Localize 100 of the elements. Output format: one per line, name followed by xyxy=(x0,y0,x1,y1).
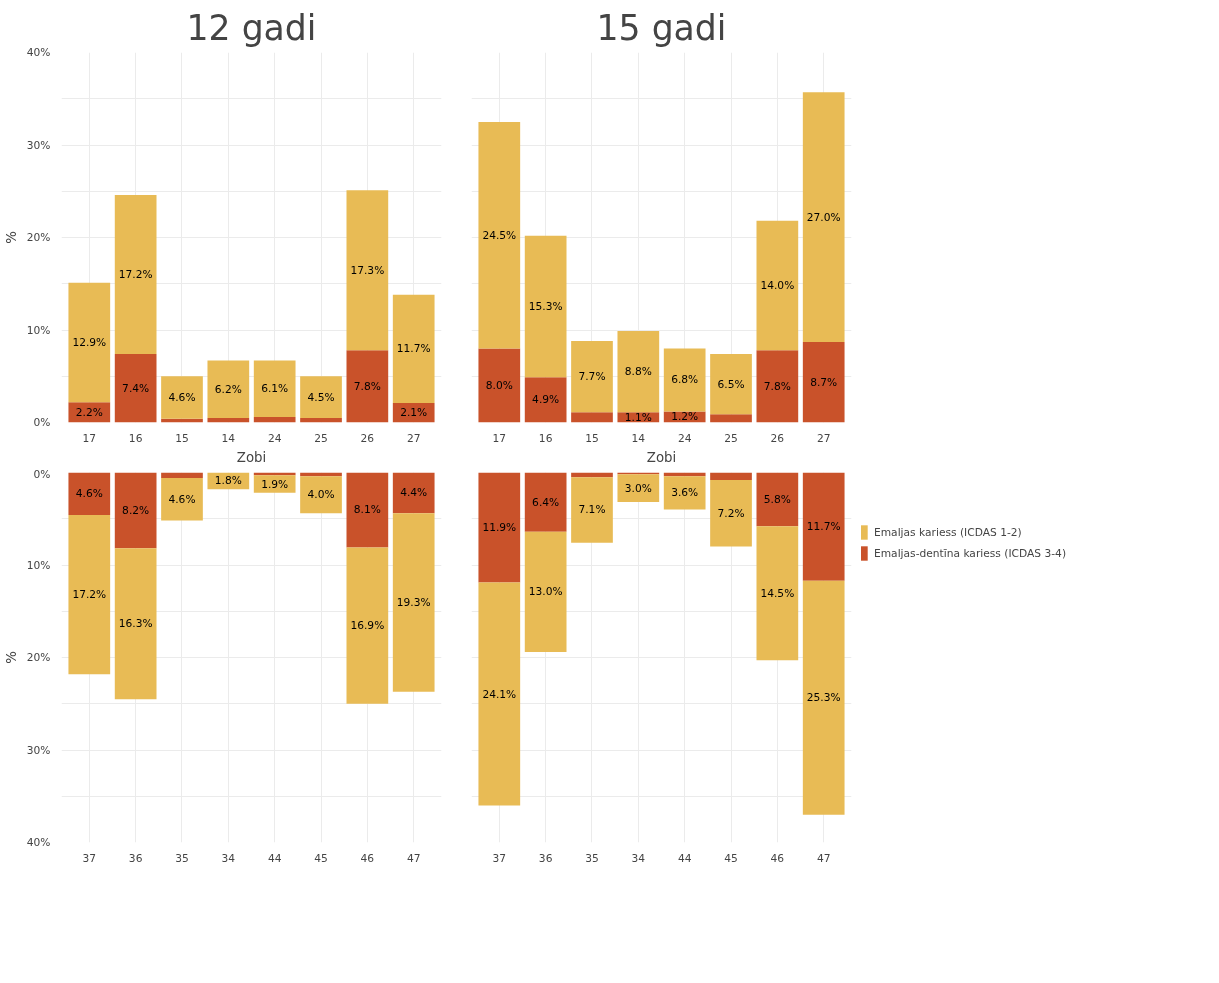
bar xyxy=(161,376,203,419)
bar xyxy=(114,548,157,700)
x-tick-label: 26 xyxy=(770,431,785,445)
bar xyxy=(161,478,203,521)
x-tick-label: 14 xyxy=(631,431,646,445)
bar xyxy=(478,121,521,349)
y-tick-label: 40% xyxy=(26,46,51,59)
x-tick-label: 26 xyxy=(360,431,375,445)
data-label: 1.9% xyxy=(261,477,289,491)
data-label: 8.2% xyxy=(122,503,150,517)
bar xyxy=(68,282,111,403)
bar xyxy=(253,360,296,417)
x-tick-label: 35 xyxy=(585,851,599,865)
x-tick-label: 37 xyxy=(82,851,97,865)
x-tick-label: 35 xyxy=(175,851,189,865)
bar xyxy=(802,580,845,815)
data-label: 4.6% xyxy=(168,492,196,506)
data-label: 11.7% xyxy=(396,342,431,356)
x-tick-label: 27 xyxy=(816,431,831,445)
bar xyxy=(710,472,752,480)
data-label: 11.7% xyxy=(806,520,841,534)
chart-title: 15 gadi xyxy=(596,7,727,48)
bar xyxy=(756,472,799,527)
y-tick-label: 10% xyxy=(26,323,51,337)
y-tick-label: 40% xyxy=(26,836,51,849)
x-tick-label: 46 xyxy=(360,851,375,865)
bar xyxy=(802,472,845,581)
bar xyxy=(161,472,203,479)
bar xyxy=(478,582,521,806)
data-label: 17.2% xyxy=(118,268,153,281)
x-tick-label: 15 xyxy=(175,431,189,445)
data-label: 1.1% xyxy=(624,410,652,424)
y-tick-label: 10% xyxy=(26,558,51,572)
data-label: 6.5% xyxy=(717,377,745,391)
bar xyxy=(478,472,521,583)
bar xyxy=(392,513,435,692)
data-label: 1.8% xyxy=(214,474,242,488)
data-label: 12.9% xyxy=(72,335,107,349)
y-axis-title: % xyxy=(3,231,19,244)
data-label: 17.3% xyxy=(350,263,385,277)
bar xyxy=(710,479,752,547)
bar xyxy=(207,360,250,418)
bar xyxy=(756,350,799,423)
bar xyxy=(392,294,435,404)
data-label: 4.5% xyxy=(307,390,335,404)
x-tick-label: 17 xyxy=(492,431,507,445)
data-label: 13.0% xyxy=(528,585,563,599)
x-tick-label: 44 xyxy=(267,851,282,865)
bar xyxy=(756,526,799,661)
x-tick-label: 27 xyxy=(406,431,421,445)
x-tick-label: 15 xyxy=(585,431,599,445)
bar xyxy=(756,220,799,351)
bar xyxy=(346,350,389,423)
data-label: 8.0% xyxy=(485,379,513,392)
data-label: 3.0% xyxy=(624,481,652,495)
data-label: 25.3% xyxy=(806,691,841,705)
x-tick-label: 24 xyxy=(267,431,282,445)
bar xyxy=(571,341,613,413)
data-label: 16.9% xyxy=(350,619,385,633)
data-label: 4.0% xyxy=(307,488,335,502)
bar xyxy=(524,235,567,378)
x-tick-label: 34 xyxy=(631,851,646,865)
x-tick-label: 24 xyxy=(677,431,692,445)
data-label: 7.1% xyxy=(578,503,606,517)
y-tick-label: 30% xyxy=(26,743,51,757)
data-label: 24.1% xyxy=(482,687,517,701)
data-label: 2.2% xyxy=(75,405,103,419)
data-label: 4.6% xyxy=(168,391,196,405)
data-label: 6.4% xyxy=(532,495,560,509)
bar xyxy=(524,531,567,652)
bar xyxy=(524,472,567,532)
bar xyxy=(478,348,521,423)
x-tick-label: 37 xyxy=(492,851,507,865)
bar xyxy=(346,547,389,704)
x-tick-label: 25 xyxy=(724,431,738,445)
y-tick-label: 0% xyxy=(33,467,51,481)
bar xyxy=(710,354,752,415)
x-tick-label: 16 xyxy=(128,431,143,445)
bar xyxy=(300,476,342,514)
x-tick-label: 44 xyxy=(677,851,692,865)
data-label: 1.2% xyxy=(671,410,699,424)
data-label: 11.9% xyxy=(482,521,517,535)
bar xyxy=(253,416,296,423)
y-tick-label: 20% xyxy=(26,651,51,664)
data-label: 7.8% xyxy=(353,379,381,393)
data-label: 6.2% xyxy=(214,382,242,396)
bar xyxy=(68,515,111,675)
bar xyxy=(114,194,157,355)
x-tick-label: 16 xyxy=(538,431,553,445)
bar xyxy=(663,348,706,412)
bar xyxy=(300,376,342,418)
bar xyxy=(68,472,111,516)
data-label: 7.4% xyxy=(122,381,150,395)
data-label: 6.8% xyxy=(671,373,699,387)
x-tick-label: 25 xyxy=(314,431,328,445)
data-label: 7.8% xyxy=(763,379,791,393)
bar xyxy=(346,190,389,351)
bar xyxy=(710,414,752,423)
x-tick-label: 45 xyxy=(314,851,328,865)
data-label: 8.1% xyxy=(353,503,381,517)
